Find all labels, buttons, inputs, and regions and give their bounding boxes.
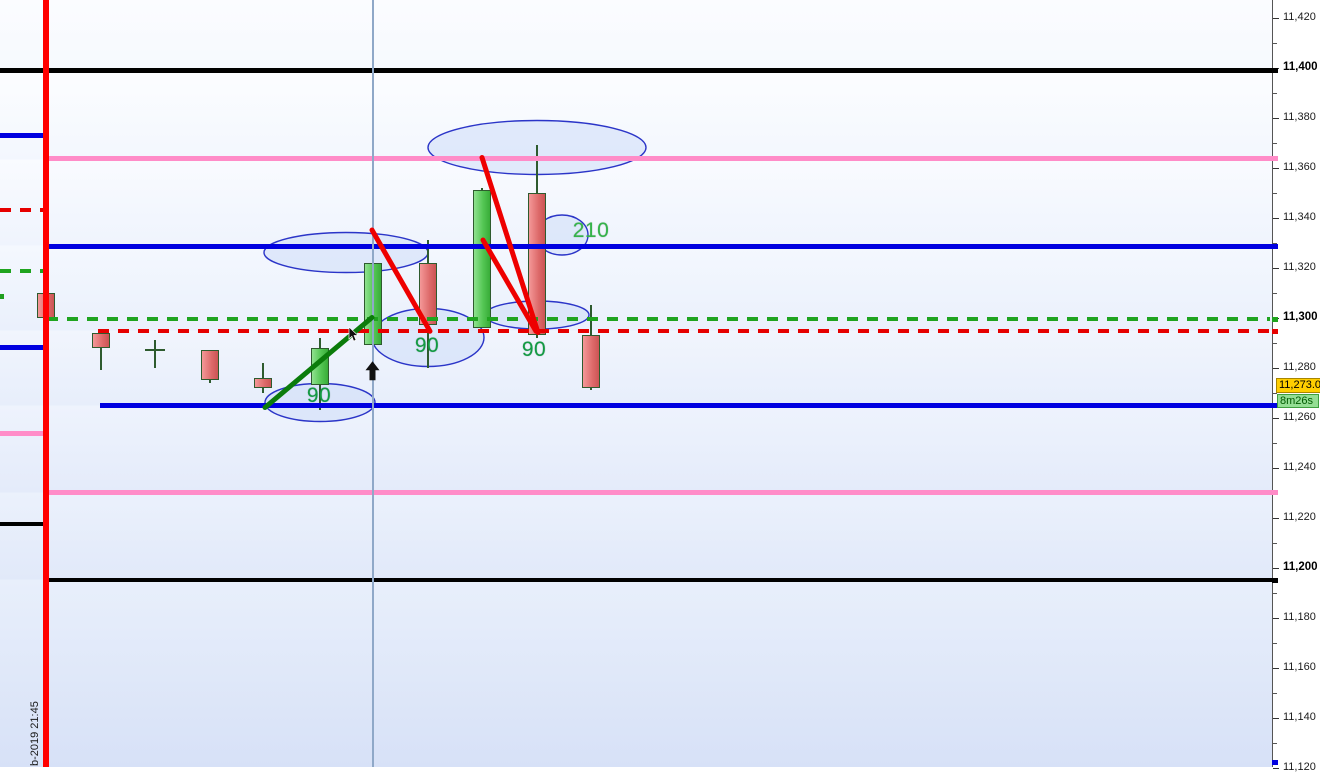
axis-tick-major <box>1273 117 1279 119</box>
level-pink-upper[interactable] <box>46 156 1272 162</box>
level-green-dash-left[interactable] <box>0 269 43 274</box>
candle-down-5 <box>254 377 272 388</box>
axis-tick-major <box>1273 667 1279 669</box>
axis-tick-major <box>1273 267 1279 269</box>
axis-tick-minor <box>1273 192 1277 194</box>
axis-tick-label: 11,120 <box>1283 761 1316 773</box>
level-black-upper[interactable] <box>0 67 1272 73</box>
axis-tick-minor <box>1273 392 1277 394</box>
axis-level-marker <box>1272 67 1278 73</box>
level-blue-left-lower[interactable] <box>0 345 43 350</box>
candle-doji-3 <box>145 348 165 352</box>
axis-tick-major <box>1273 467 1279 469</box>
axis-tick-label: 11,320 <box>1283 261 1316 273</box>
candle-up-9 <box>473 190 491 328</box>
axis-level-marker <box>1272 316 1278 322</box>
label-210[interactable]: 210 <box>572 219 610 243</box>
axis-tick-label: 11,220 <box>1283 511 1316 523</box>
axis-tick-label: 11,360 <box>1283 161 1316 173</box>
chart-area[interactable]: 90 90 90 210 b-2019 21:45 <box>0 0 1272 767</box>
axis-tick-major <box>1273 567 1279 569</box>
trendline-red-1[interactable] <box>369 227 433 334</box>
level-pink-left[interactable] <box>0 431 44 437</box>
axis-tick-major <box>1273 17 1279 19</box>
axis-tick-minor <box>1273 592 1277 594</box>
level-red-dash-left[interactable] <box>0 208 43 212</box>
candle-wick-2 <box>100 332 102 370</box>
axis-level-marker <box>1272 243 1278 249</box>
last-price-box: 11,273.0 <box>1276 377 1320 393</box>
axis-tick-major <box>1273 417 1279 419</box>
label-90-c[interactable]: 90 <box>521 338 547 361</box>
mouse-cursor-icon <box>348 326 359 342</box>
axis-tick-minor <box>1273 292 1277 294</box>
trendline-red-2[interactable] <box>479 155 541 335</box>
level-red-dash[interactable] <box>98 329 1270 333</box>
axis-tick-major <box>1273 717 1279 719</box>
candle-down-4 <box>201 350 219 380</box>
level-blue-left-upper[interactable] <box>0 132 43 138</box>
axis-tick-minor <box>1273 42 1277 44</box>
edge-candle-fragment <box>0 293 4 299</box>
axis-tick-minor <box>1273 92 1277 94</box>
trendline-annotations-layer <box>262 155 541 410</box>
up-arrow-annotation[interactable] <box>365 361 380 381</box>
axis-tick-label: 11,420 <box>1283 11 1316 23</box>
axis-tick-minor <box>1273 342 1277 344</box>
candle-down-11 <box>582 335 600 388</box>
session-timestamp-label: b-2019 21:45 <box>29 701 41 766</box>
axis-tick-label: 11,260 <box>1283 411 1316 423</box>
trendline-red-3[interactable] <box>480 237 539 334</box>
axis-level-marker <box>1272 402 1278 408</box>
label-90-a[interactable]: 90 <box>306 384 332 408</box>
candle-down-2 <box>92 332 110 348</box>
level-black-left[interactable] <box>0 521 44 526</box>
axis-tick-major <box>1273 517 1279 519</box>
axis-tick-minor <box>1273 442 1277 444</box>
axis-tick-minor <box>1273 242 1277 244</box>
axis-level-marker <box>1272 490 1278 495</box>
axis-level-marker <box>1272 760 1278 765</box>
axis-tick-label: 11,200 <box>1283 561 1318 573</box>
level-green-dash[interactable] <box>47 317 1270 321</box>
level-blue-lower[interactable] <box>100 402 1272 408</box>
axis-tick-major <box>1273 367 1279 369</box>
axis-tick-label: 11,340 <box>1283 211 1316 223</box>
axis-level-marker <box>1272 156 1278 162</box>
axis-tick-label: 11,180 <box>1283 611 1316 623</box>
axis-tick-minor <box>1273 742 1277 744</box>
axis-tick-label: 11,300 <box>1283 311 1318 323</box>
axis-tick-label: 11,280 <box>1283 361 1316 373</box>
label-90-b[interactable]: 90 <box>414 334 440 358</box>
axis-level-marker <box>1272 328 1278 334</box>
axis-tick-label: 11,240 <box>1283 461 1316 473</box>
axis-level-marker <box>1272 577 1278 583</box>
bar-countdown-box: 8m26s <box>1277 393 1319 408</box>
axis-tick-major <box>1273 767 1279 769</box>
level-black-lower[interactable] <box>46 578 1272 582</box>
axis-tick-label: 11,140 <box>1283 711 1316 723</box>
axis-tick-major <box>1273 217 1279 219</box>
axis-tick-major <box>1273 167 1279 169</box>
candle-wick-3 <box>154 340 156 368</box>
level-blue-mid[interactable] <box>46 243 1272 249</box>
axis-tick-major <box>1273 617 1279 619</box>
session-start-line[interactable] <box>43 0 49 767</box>
crosshair-vline <box>372 0 374 767</box>
axis-tick-minor <box>1273 642 1277 644</box>
axis-tick-minor <box>1273 542 1277 544</box>
price-axis[interactable]: 11,420 11,400 11,380 11,360 11,340 11,320 11,3… <box>1272 0 1320 773</box>
level-pink-lower[interactable] <box>46 490 1272 495</box>
axis-tick-label: 11,400 <box>1283 61 1318 73</box>
axis-tick-minor <box>1273 142 1277 144</box>
axis-tick-label: 11,160 <box>1283 661 1316 673</box>
axis-tick-label: 11,380 <box>1283 111 1316 123</box>
axis-tick-minor <box>1273 692 1277 694</box>
